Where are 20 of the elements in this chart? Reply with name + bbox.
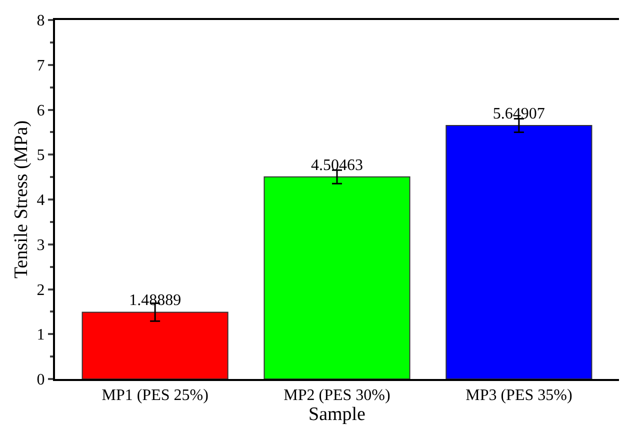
data-label: 4.50463: [311, 156, 363, 174]
y-tick-label: 7: [36, 57, 45, 74]
y-axis-title: Tensile Stress (MPa): [11, 120, 32, 279]
x-axis-title: Sample: [308, 404, 366, 426]
bar: [446, 125, 592, 379]
y-tick-label: 0: [36, 372, 45, 389]
x-tick-label: MP1 (PES 25%): [102, 387, 208, 404]
y-tick-label: 6: [36, 102, 45, 120]
bar: [264, 176, 410, 379]
data-label: 1.48889: [129, 292, 182, 310]
y-tick-label: 8: [36, 12, 45, 30]
x-tick-label: MP2 (PES 30%): [284, 387, 390, 404]
bar: [82, 312, 228, 379]
data-label: 5.64907: [492, 106, 545, 122]
y-tick-label: 1: [36, 326, 45, 344]
x-tick-label: MP3 (PES 35%): [466, 387, 572, 404]
y-tick-label: 4: [36, 192, 45, 210]
y-tick-label: 5: [36, 147, 45, 164]
y-tick-label: 2: [36, 282, 45, 299]
y-tick-label: 3: [36, 236, 45, 254]
